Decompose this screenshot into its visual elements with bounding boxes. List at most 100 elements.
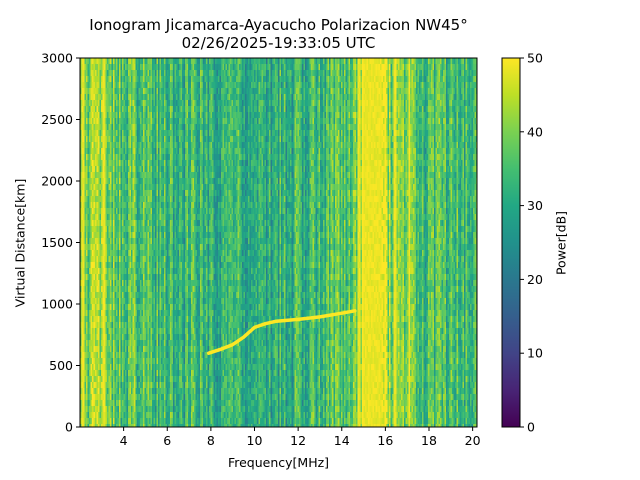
heatmap-cell [180, 172, 183, 179]
heatmap-cell [179, 94, 182, 101]
heatmap-cell [176, 124, 179, 131]
heatmap-cell [177, 82, 180, 89]
heatmap-cell [155, 406, 158, 413]
heatmap-cell [92, 160, 95, 167]
heatmap-cell [195, 220, 198, 227]
heatmap-cell [110, 262, 113, 269]
heatmap-cell [89, 64, 92, 71]
heatmap-cell [192, 64, 195, 71]
heatmap-cell [174, 382, 177, 389]
heatmap-cell [170, 418, 173, 425]
heatmap-cell [152, 82, 155, 89]
heatmap-cell [107, 106, 110, 113]
heatmap-cell [92, 388, 95, 395]
heatmap-cell [152, 256, 155, 263]
heatmap-cell [189, 154, 192, 161]
heatmap-cell [158, 262, 161, 269]
heatmap-cell [83, 208, 86, 215]
heatmap-cell [111, 364, 114, 371]
heatmap-cell [80, 142, 83, 149]
heatmap-cell [137, 244, 140, 251]
heatmap-cell [140, 130, 143, 137]
heatmap-cell [179, 118, 182, 125]
heatmap-cell [99, 112, 102, 119]
heatmap-cell [191, 100, 194, 107]
heatmap-cell [86, 274, 89, 281]
heatmap-cell [128, 364, 131, 371]
heatmap-cell [93, 130, 96, 137]
heatmap-cell [90, 418, 93, 425]
heatmap-cell [168, 64, 171, 71]
heatmap-cell [86, 106, 89, 113]
heatmap-cell [123, 346, 126, 353]
heatmap-cell [164, 286, 167, 293]
heatmap-cell [146, 292, 149, 299]
heatmap-cell [141, 400, 144, 407]
heatmap-cell [171, 214, 174, 221]
heatmap-cell [168, 310, 171, 317]
heatmap-cell [129, 238, 132, 245]
heatmap-cell [129, 64, 132, 71]
heatmap-cell [101, 214, 104, 221]
heatmap-cell [96, 112, 99, 119]
heatmap-cell [114, 280, 117, 287]
heatmap-cell [107, 220, 110, 227]
heatmap-cell [116, 364, 119, 371]
heatmap-cell [117, 166, 120, 173]
heatmap-cell [81, 256, 84, 263]
heatmap-cell [170, 268, 173, 275]
heatmap-cell [185, 244, 188, 251]
heatmap-cell [105, 358, 108, 365]
heatmap-cell [101, 178, 104, 185]
heatmap-cell [104, 190, 107, 197]
heatmap-cell [104, 106, 107, 113]
heatmap-cell [80, 148, 83, 155]
heatmap-cell [164, 166, 167, 173]
heatmap-cell [104, 400, 107, 407]
heatmap-cell [95, 172, 98, 179]
heatmap-cell [83, 352, 86, 359]
heatmap-cell [105, 148, 108, 155]
heatmap-cell [167, 238, 170, 245]
heatmap-cell [161, 412, 164, 419]
heatmap-cell [131, 166, 134, 173]
heatmap-cell [131, 382, 134, 389]
heatmap-cell [84, 106, 87, 113]
heatmap-cell [80, 88, 83, 95]
heatmap-cell [189, 286, 192, 293]
heatmap-cell [119, 340, 122, 347]
heatmap-cell [134, 160, 137, 167]
heatmap-cell [110, 154, 113, 161]
heatmap-cell [119, 406, 122, 413]
heatmap-cell [153, 394, 156, 401]
heatmap-cell [189, 244, 192, 251]
heatmap-cell [110, 238, 113, 245]
heatmap-cell [147, 268, 150, 275]
heatmap-cell [198, 148, 201, 155]
heatmap-cell [138, 166, 141, 173]
heatmap-cell [153, 376, 156, 383]
heatmap-cell [164, 280, 167, 287]
heatmap-cell [98, 148, 101, 155]
heatmap-cell [90, 376, 93, 383]
heatmap-cell [107, 310, 110, 317]
heatmap-cell [101, 70, 104, 77]
heatmap-cell [197, 244, 200, 251]
heatmap-cell [174, 334, 177, 341]
heatmap-cell [156, 88, 159, 95]
heatmap-cell [120, 292, 123, 299]
heatmap-cell [141, 190, 144, 197]
heatmap-cell [168, 238, 171, 245]
heatmap-cell [99, 394, 102, 401]
heatmap-cell [189, 226, 192, 233]
heatmap-cell [162, 64, 165, 71]
heatmap-cell [92, 322, 95, 329]
heatmap-cell [171, 424, 174, 427]
heatmap-cell [188, 328, 191, 335]
heatmap-cell [183, 406, 186, 413]
heatmap-cell [176, 226, 179, 233]
heatmap-cell [81, 238, 84, 245]
heatmap-cell [122, 100, 125, 107]
heatmap-cell [146, 226, 149, 233]
heatmap-cell [158, 268, 161, 275]
